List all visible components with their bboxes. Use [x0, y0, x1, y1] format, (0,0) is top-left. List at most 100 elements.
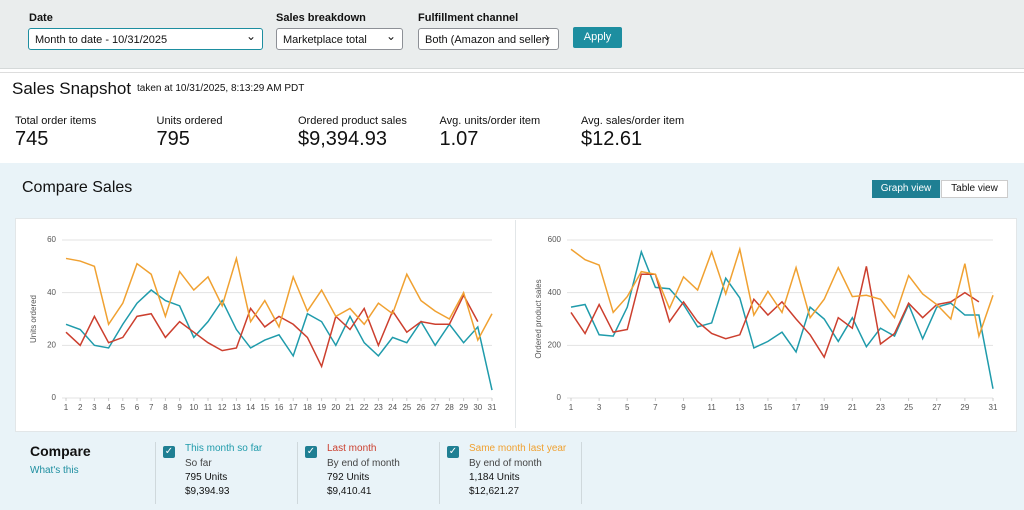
y-axis-title: Units ordered — [29, 295, 38, 343]
metric-label: Avg. units/order item — [439, 115, 541, 127]
x-tick-label: 10 — [189, 403, 198, 412]
x-tick-label: 7 — [653, 403, 658, 412]
x-tick-label: 29 — [459, 403, 468, 412]
item-units: 792 Units — [327, 472, 370, 483]
compare-title: Compare Sales — [22, 179, 133, 196]
y-tick-label: 40 — [47, 288, 56, 297]
x-tick-label: 24 — [388, 403, 397, 412]
series-line — [65, 255, 493, 343]
whats-this-link[interactable]: What's this — [30, 465, 79, 476]
x-tick-label: 25 — [402, 403, 411, 412]
compare-heading: Compare — [30, 443, 91, 459]
series-name: This month so far — [185, 443, 263, 454]
apply-button[interactable]: Apply — [573, 27, 622, 48]
x-tick-label: 31 — [488, 403, 497, 412]
x-tick-label: 30 — [473, 403, 482, 412]
y-tick-label: 600 — [548, 235, 562, 244]
channel-select[interactable]: Both (Amazon and seller) — [418, 25, 559, 50]
x-tick-label: 18 — [303, 403, 312, 412]
x-tick-label: 13 — [735, 403, 744, 412]
x-tick-label: 23 — [374, 403, 383, 412]
x-tick-label: 29 — [960, 403, 969, 412]
separator — [297, 442, 298, 504]
x-tick-label: 2 — [78, 403, 83, 412]
x-tick-label: 15 — [260, 403, 269, 412]
x-tick-label: 1 — [64, 403, 69, 412]
checkbox[interactable]: ✓ — [163, 446, 175, 458]
series-name: Last month — [327, 443, 377, 454]
x-tick-label: 9 — [681, 403, 686, 412]
x-tick-label: 17 — [289, 403, 298, 412]
series-line — [570, 249, 994, 389]
item-sales: $9,410.41 — [327, 486, 372, 497]
x-tick-label: 26 — [417, 403, 426, 412]
x-tick-label: 25 — [904, 403, 913, 412]
x-tick-label: 27 — [431, 403, 440, 412]
x-tick-label: 1 — [569, 403, 574, 412]
x-tick-label: 12 — [218, 403, 227, 412]
graph-view-button[interactable]: Graph view — [872, 180, 940, 198]
x-tick-label: 13 — [232, 403, 241, 412]
metric-label: Ordered product sales — [298, 115, 407, 127]
filter-label: Sales breakdown — [276, 12, 366, 24]
separator — [439, 442, 440, 504]
filter-label: Date — [29, 12, 53, 24]
divider — [515, 220, 516, 428]
x-tick-label: 17 — [792, 403, 801, 412]
item-units: 1,184 Units — [469, 472, 520, 483]
separator — [155, 442, 156, 504]
metric-value: 795 — [156, 128, 190, 150]
metric-label: Total order items — [15, 115, 97, 127]
series-name: Same month last year — [469, 443, 567, 454]
metric-label: Units ordered — [156, 115, 223, 127]
metric-value: $9,394.93 — [298, 128, 387, 150]
x-tick-label: 11 — [708, 403, 717, 412]
x-tick-label: 14 — [246, 403, 255, 412]
breakdown-select[interactable]: Marketplace total — [276, 25, 403, 50]
x-tick-label: 19 — [317, 403, 326, 412]
metric-value: 745 — [15, 128, 49, 150]
item-units: 795 Units — [185, 472, 228, 483]
metric-value: 1.07 — [439, 128, 479, 150]
y-tick-label: 400 — [548, 288, 562, 297]
checkbox[interactable]: ✓ — [305, 446, 317, 458]
x-tick-label: 15 — [763, 403, 772, 412]
x-tick-label: 20 — [331, 403, 340, 412]
x-tick-label: 31 — [989, 403, 998, 412]
x-tick-label: 19 — [820, 403, 829, 412]
table-view-button[interactable]: Table view — [941, 180, 1008, 198]
x-tick-label: 3 — [92, 403, 97, 412]
series-line — [570, 266, 980, 359]
series-line — [65, 293, 479, 369]
separator — [581, 442, 582, 504]
x-tick-label: 7 — [149, 403, 154, 412]
x-tick-label: 16 — [275, 403, 284, 412]
x-tick-label: 22 — [360, 403, 369, 412]
x-tick-label: 21 — [346, 403, 355, 412]
item-sub: By end of month — [469, 458, 542, 469]
snapshot — [0, 72, 1024, 161]
item-sales: $9,394.93 — [185, 486, 230, 497]
x-tick-label: 4 — [106, 403, 111, 412]
x-tick-label: 3 — [597, 403, 602, 412]
x-tick-label: 5 — [625, 403, 630, 412]
item-sub: So far — [185, 458, 212, 469]
x-tick-label: 23 — [876, 403, 885, 412]
y-tick-label: 20 — [47, 340, 56, 349]
date-select[interactable]: Month to date - 10/31/2025 — [28, 25, 263, 50]
x-tick-label: 28 — [445, 403, 454, 412]
filter-label: Fulfillment channel — [418, 12, 519, 24]
y-tick-label: 60 — [47, 235, 56, 244]
x-tick-label: 27 — [932, 403, 941, 412]
x-tick-label: 5 — [121, 403, 126, 412]
series-line — [570, 246, 994, 340]
y-tick-label: 0 — [557, 393, 562, 402]
snapshot-title: Sales Snapshot — [12, 79, 132, 98]
metric-value: $12.61 — [581, 128, 643, 150]
item-sub: By end of month — [327, 458, 400, 469]
metric-label: Avg. sales/order item — [581, 115, 685, 127]
checkbox[interactable]: ✓ — [447, 446, 459, 458]
x-tick-label: 9 — [177, 403, 182, 412]
